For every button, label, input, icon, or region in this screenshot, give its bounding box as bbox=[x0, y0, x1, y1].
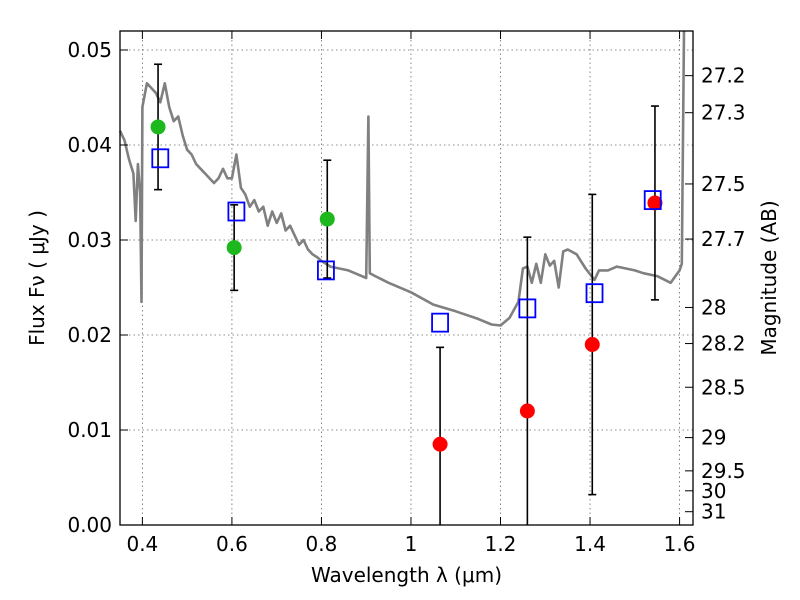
model-photometry-square bbox=[431, 312, 449, 333]
data-points bbox=[150, 63, 663, 525]
y-tick-label: 0.04 bbox=[67, 133, 112, 157]
right-tick-label: 28.2 bbox=[701, 332, 746, 356]
y-tick-label: 0.02 bbox=[67, 323, 112, 347]
right-axis-title: Magnitude (AB) bbox=[757, 200, 781, 355]
y-axis-title: Flux Fν ( μJy ) bbox=[25, 210, 49, 346]
x-tick-label: 1.2 bbox=[485, 532, 517, 556]
x-tick-label: 0.6 bbox=[216, 532, 248, 556]
model-photometry-square bbox=[518, 298, 537, 319]
y-tick-label: 0.03 bbox=[67, 228, 112, 252]
red-point bbox=[432, 436, 448, 452]
green-point bbox=[150, 119, 166, 135]
right-tick-label: 31 bbox=[701, 500, 726, 524]
plot-frame bbox=[119, 30, 694, 526]
right-tick-label: 27.5 bbox=[701, 172, 746, 196]
model-photometry-square bbox=[317, 260, 335, 281]
model-spectrum bbox=[118, 30, 686, 327]
y-tick-label: 0.00 bbox=[67, 513, 112, 537]
x-axis-title: Wavelength λ (μm) bbox=[311, 563, 502, 587]
x-tick-label: 0.8 bbox=[306, 532, 338, 556]
right-tick-label: 28 bbox=[701, 295, 726, 319]
model-photometry-square bbox=[643, 190, 662, 211]
red-point bbox=[584, 337, 600, 352]
right-tick-label: 28.5 bbox=[701, 375, 746, 399]
right-tick-label: 30 bbox=[701, 479, 726, 503]
y-tick-label: 0.05 bbox=[67, 38, 112, 62]
right-tick-label: 29 bbox=[701, 426, 726, 450]
red-point bbox=[519, 403, 535, 419]
model-photometry-square bbox=[151, 148, 170, 169]
right-tick-label: 27.3 bbox=[701, 101, 746, 125]
right-tick-label: 29.5 bbox=[701, 459, 746, 483]
x-tick-label: 0.4 bbox=[126, 532, 158, 556]
y-tick-label: 0.01 bbox=[67, 418, 112, 442]
green-point bbox=[319, 211, 335, 227]
green-point bbox=[226, 240, 242, 256]
model-spectrum-line bbox=[118, 30, 686, 327]
axis-ticks: 0.4 0.6 0.8 1 1.2 1.4 1.6 0.00 0.01 0.02 0.03 0.04 0… bbox=[67, 31, 746, 556]
x-tick-label: 1.4 bbox=[574, 532, 606, 556]
model-photometry-square bbox=[227, 201, 246, 222]
x-tick-label: 1 bbox=[405, 532, 418, 556]
red-point bbox=[647, 195, 663, 211]
grid bbox=[120, 31, 693, 526]
right-tick-label: 27.7 bbox=[701, 227, 746, 251]
x-tick-label: 1.6 bbox=[664, 532, 696, 556]
model-photometry-square bbox=[585, 283, 604, 304]
right-tick-label: 27.2 bbox=[701, 64, 746, 88]
